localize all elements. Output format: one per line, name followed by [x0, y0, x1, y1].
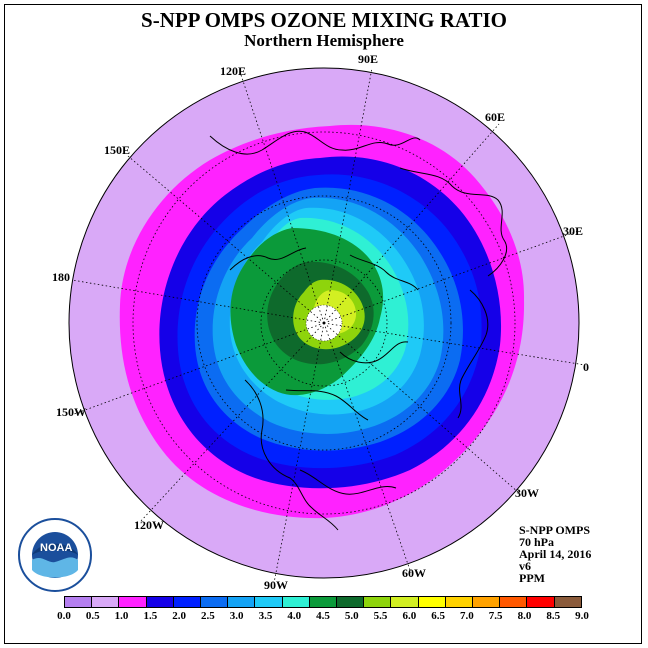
colorbar-swatch	[65, 597, 93, 607]
lon-label-150e: 150E	[104, 143, 131, 157]
colorbar	[64, 596, 582, 608]
colorbar-tick-label: 6.0	[402, 610, 417, 622]
colorbar-swatch	[309, 597, 338, 607]
info-date: April 14, 2016	[519, 547, 592, 561]
info-version: v6	[519, 559, 531, 573]
info-units: PPM	[519, 571, 545, 585]
lon-label-0: 0	[583, 360, 589, 374]
lon-label-150w: 150W	[56, 405, 86, 419]
colorbar-tick-label: 5.5	[373, 610, 388, 622]
colorbar-swatch	[146, 597, 174, 607]
colorbar-tick-label: 8.0	[517, 610, 532, 622]
colorbar-tick-label: 7.5	[488, 610, 503, 622]
lon-label-90w: 90W	[264, 578, 288, 592]
colorbar-tick-label: 2.0	[172, 610, 186, 622]
colorbar-tick-label: 7.0	[460, 610, 474, 622]
colorbar-swatch	[119, 597, 147, 607]
info-instrument: S-NPP OMPS	[519, 523, 590, 537]
lon-label-60e: 60E	[485, 110, 506, 124]
colorbar-swatch	[92, 597, 120, 607]
coastlines	[209, 130, 508, 531]
colorbar-swatch	[255, 597, 283, 607]
colorbar-tick-label: 0.0	[57, 610, 71, 622]
lon-label-60w: 60W	[402, 566, 426, 580]
colorbar-swatch	[364, 597, 392, 607]
colorbar-swatch	[228, 597, 256, 607]
lon-label-30e: 30E	[563, 224, 584, 238]
info-level: 70 hPa	[519, 535, 555, 549]
colorbar-swatch	[282, 597, 310, 607]
graticule	[71, 67, 586, 584]
colorbar-swatch	[473, 597, 501, 607]
figure-frame	[4, 4, 642, 644]
noaa-logo-text: NOAA	[40, 542, 73, 554]
noaa-logo	[18, 518, 92, 592]
colorbar-tick-label: 6.5	[431, 610, 445, 622]
colorbar-swatch	[554, 597, 581, 607]
lon-label-120w: 120W	[134, 518, 164, 532]
colorbar-tick-label: 2.5	[201, 610, 215, 622]
colorbar-tick-label: 8.5	[546, 610, 561, 622]
lon-label-120e: 120E	[220, 64, 247, 78]
colorbar-tick-label: 4.5	[316, 610, 330, 622]
colorbar-tick-label: 3.0	[229, 610, 244, 622]
lon-label-180: 180	[52, 270, 70, 284]
map-subtitle: Northern Hemisphere	[244, 31, 404, 50]
colorbar-tick-label: 1.0	[114, 610, 129, 622]
colorbar-swatch	[500, 597, 528, 607]
colorbar-tick-label: 0.5	[85, 610, 100, 622]
colorbar-tick-label: 3.5	[258, 610, 273, 622]
colorbar-tick-label: 9.0	[575, 610, 589, 622]
colorbar-tick-label: 1.5	[143, 610, 158, 622]
colorbar-swatch	[418, 597, 446, 607]
colorbar-ticks: 0.0 0.5 1.0 1.5 2.0 2.5 3.0 3.5 4.0 4.5 5.0 5.5 6.0 6…	[57, 610, 589, 624]
colorbar-tick-label: 5.0	[344, 610, 359, 622]
map-title: S-NPP OMPS OZONE MIXING RATIO	[141, 8, 507, 32]
map-boundary	[68, 67, 580, 579]
colorbar-swatch	[445, 597, 474, 607]
colorbar-tick-label: 4.0	[287, 610, 302, 622]
colorbar-swatch	[173, 597, 202, 607]
pole-outline	[305, 304, 343, 342]
product-info: S-NPP OMPS 70 hPa April 14, 2016 v6 PPM	[519, 524, 591, 584]
lon-label-30w: 30W	[515, 486, 539, 500]
colorbar-swatch	[527, 597, 555, 607]
colorbar-swatch	[337, 597, 365, 607]
colorbar-swatch	[391, 597, 419, 607]
lon-label-90e: 90E	[358, 52, 379, 66]
colorbar-swatch	[201, 597, 229, 607]
